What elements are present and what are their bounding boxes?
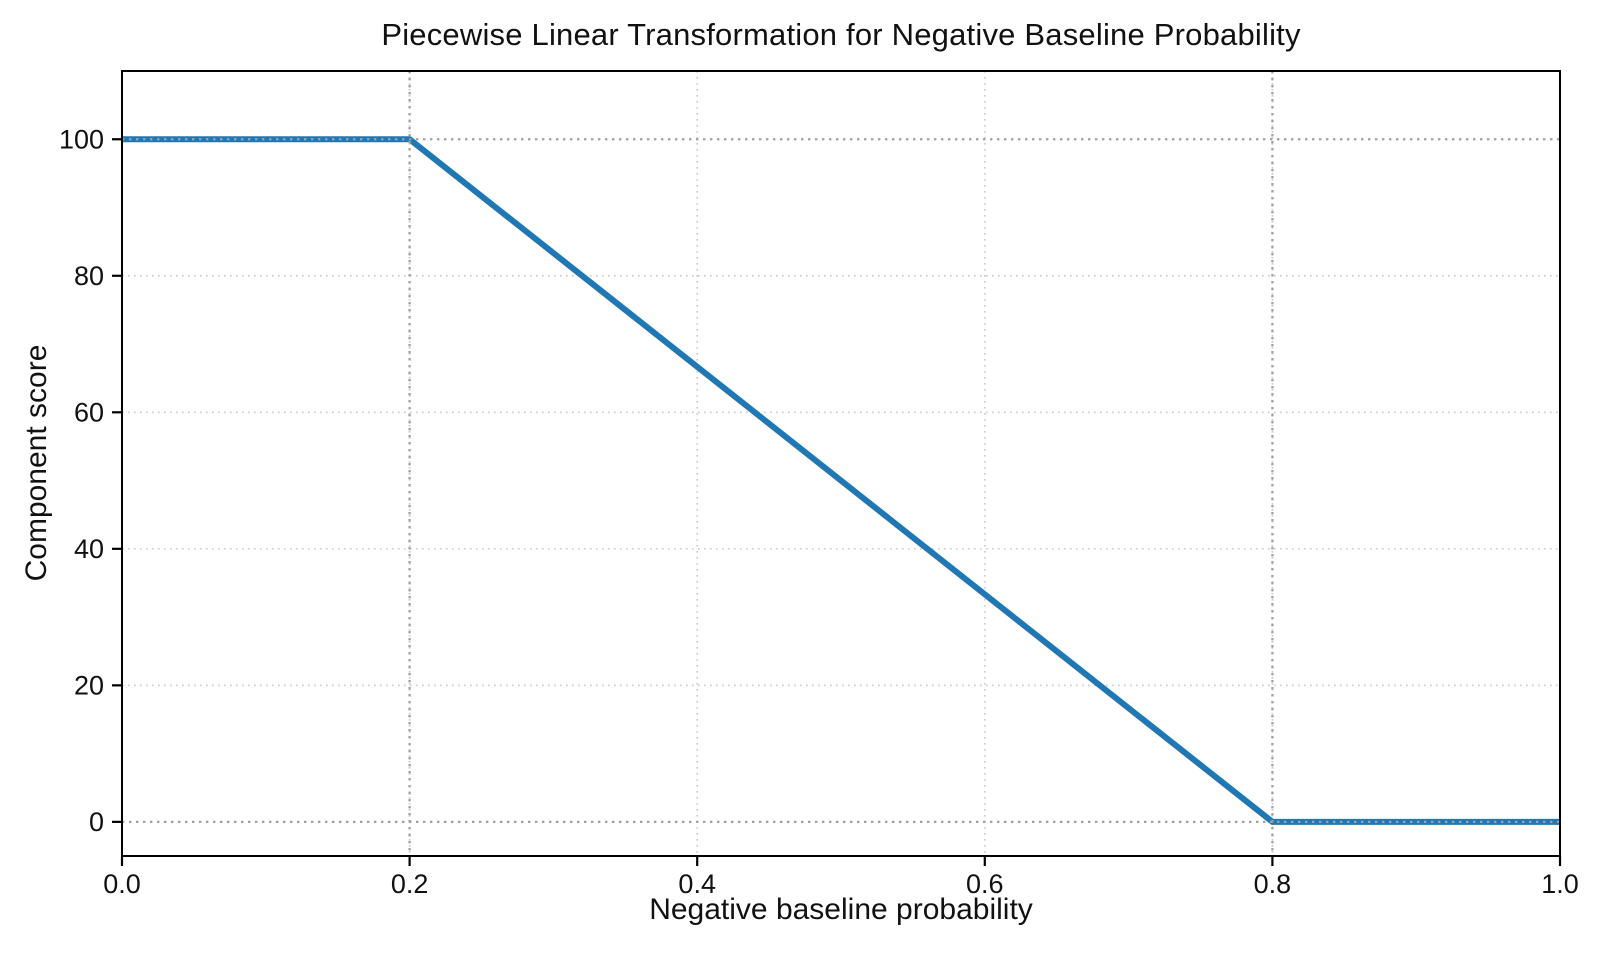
- x-tick-label: 0.0: [103, 869, 141, 899]
- chart-title: Piecewise Linear Transformation for Nega…: [381, 17, 1301, 52]
- y-tick-label: 20: [74, 670, 104, 700]
- x-tick-label: 0.4: [678, 869, 716, 899]
- x-tick-label: 1.0: [1541, 869, 1579, 899]
- plot-frame: [121, 70, 1561, 857]
- y-tick-label: 60: [74, 397, 104, 427]
- y-tick-label: 100: [59, 124, 104, 154]
- x-axis-label: Negative baseline probability: [649, 893, 1033, 926]
- x-tick-label: 0.8: [1254, 869, 1292, 899]
- data-line: [122, 136, 1560, 825]
- x-tick-label: 0.6: [966, 869, 1004, 899]
- y-tick-label: 40: [74, 534, 104, 564]
- y-tick-label: 0: [89, 807, 104, 837]
- x-tick-label: 0.2: [391, 869, 429, 899]
- y-tick-label: 80: [74, 261, 104, 291]
